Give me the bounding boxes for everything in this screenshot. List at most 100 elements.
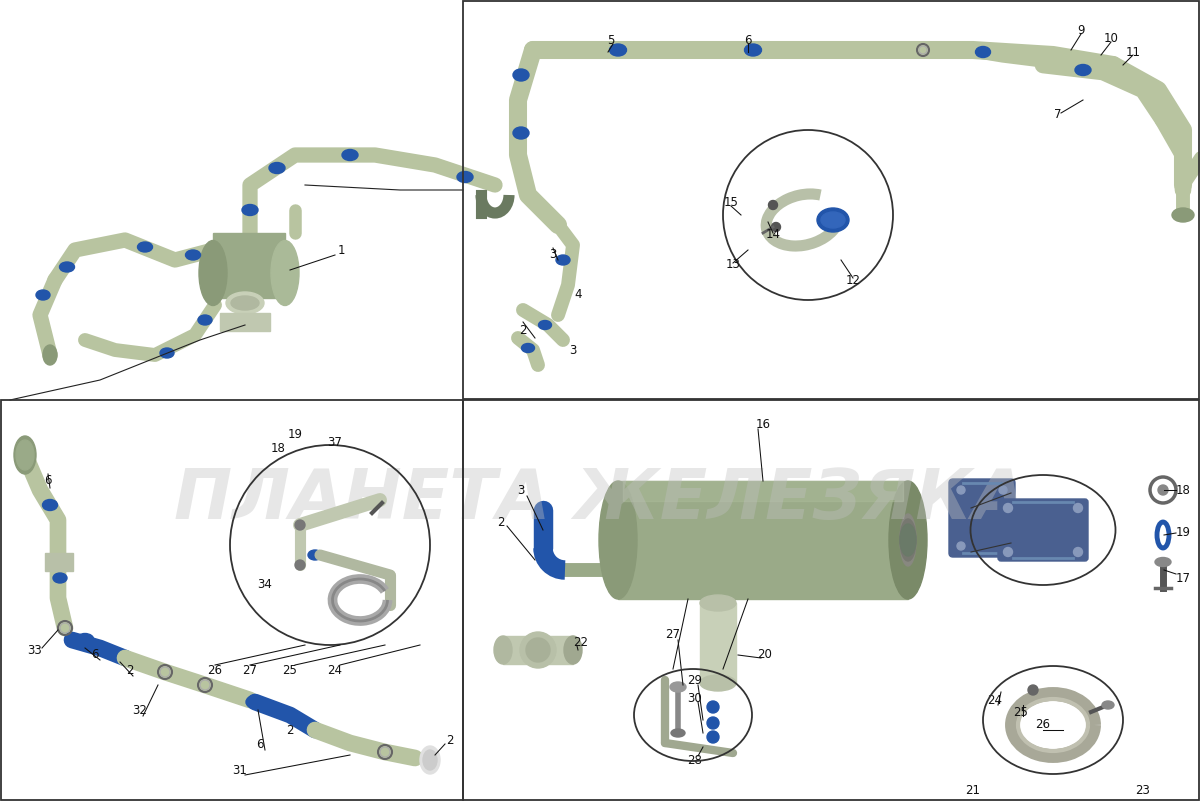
Ellipse shape (599, 481, 637, 599)
Text: 30: 30 (688, 691, 702, 704)
Bar (214, 233, 286, 298)
Ellipse shape (671, 729, 685, 737)
Circle shape (1074, 504, 1082, 512)
Text: 31: 31 (233, 764, 247, 776)
Bar (1, 400, 463, 800)
Ellipse shape (138, 242, 152, 252)
Ellipse shape (522, 343, 534, 353)
Ellipse shape (424, 750, 437, 770)
Text: 19: 19 (1176, 525, 1190, 538)
Text: 27: 27 (666, 629, 680, 642)
Circle shape (1074, 548, 1082, 557)
Circle shape (958, 486, 965, 494)
Text: 6: 6 (744, 34, 751, 47)
Text: 17: 17 (1176, 572, 1190, 585)
Ellipse shape (242, 205, 258, 216)
Text: 2: 2 (126, 663, 133, 677)
Ellipse shape (53, 573, 67, 583)
Bar (503, 636, 574, 664)
Ellipse shape (308, 550, 322, 560)
FancyBboxPatch shape (998, 499, 1088, 561)
FancyBboxPatch shape (949, 479, 1015, 557)
Text: 7: 7 (1055, 108, 1062, 121)
Ellipse shape (230, 296, 259, 310)
Circle shape (526, 638, 550, 662)
Ellipse shape (821, 212, 845, 228)
Ellipse shape (226, 292, 264, 314)
Ellipse shape (36, 290, 50, 300)
Ellipse shape (271, 241, 299, 306)
Ellipse shape (900, 514, 916, 566)
Text: 4: 4 (575, 289, 582, 302)
Circle shape (707, 717, 719, 729)
Text: 2: 2 (287, 723, 294, 736)
Circle shape (707, 701, 719, 713)
Bar (220, 313, 270, 331)
Ellipse shape (564, 636, 582, 664)
Text: 2: 2 (520, 323, 527, 337)
Text: 6: 6 (44, 473, 52, 487)
Text: 26: 26 (1036, 719, 1050, 731)
Circle shape (768, 200, 778, 209)
Text: 18: 18 (1176, 484, 1190, 496)
Ellipse shape (900, 519, 916, 561)
Text: 12: 12 (846, 273, 860, 286)
Ellipse shape (76, 634, 94, 646)
Circle shape (295, 560, 305, 570)
Text: 2: 2 (497, 516, 505, 529)
Ellipse shape (610, 44, 626, 56)
Bar (463, 1, 1199, 399)
Ellipse shape (42, 500, 58, 511)
Text: ПЛАНЕТА ЖЕЛЕЗЯКА: ПЛАНЕТА ЖЕЛЕЗЯКА (174, 467, 1026, 533)
Text: 6: 6 (91, 649, 98, 662)
Ellipse shape (269, 163, 286, 173)
Text: 3: 3 (550, 249, 557, 261)
Ellipse shape (60, 262, 74, 272)
Text: 33: 33 (28, 643, 42, 657)
Ellipse shape (817, 208, 850, 232)
Ellipse shape (14, 436, 36, 474)
Bar (463, 400, 1199, 800)
Text: 34: 34 (258, 578, 272, 592)
Text: 20: 20 (757, 649, 773, 662)
Circle shape (998, 486, 1007, 494)
Circle shape (707, 731, 719, 743)
Ellipse shape (494, 636, 512, 664)
Text: 2: 2 (446, 734, 454, 747)
Text: 5: 5 (607, 34, 614, 47)
Ellipse shape (514, 69, 529, 81)
Ellipse shape (900, 524, 916, 556)
Text: 24: 24 (328, 663, 342, 677)
Text: 16: 16 (756, 419, 770, 431)
Ellipse shape (199, 241, 227, 306)
Circle shape (1003, 504, 1013, 512)
Ellipse shape (1154, 557, 1171, 566)
Circle shape (998, 542, 1007, 550)
Ellipse shape (889, 481, 928, 599)
Ellipse shape (43, 345, 58, 365)
Text: 18: 18 (270, 441, 286, 455)
Text: 23: 23 (1135, 784, 1151, 796)
Ellipse shape (744, 44, 762, 56)
Ellipse shape (457, 172, 473, 183)
Ellipse shape (700, 595, 736, 611)
Ellipse shape (1172, 208, 1194, 222)
Text: 10: 10 (1104, 31, 1118, 44)
Text: 15: 15 (724, 196, 738, 209)
Ellipse shape (1102, 701, 1114, 709)
Text: 29: 29 (688, 674, 702, 687)
Text: 25: 25 (282, 663, 298, 677)
Text: 28: 28 (688, 754, 702, 767)
Text: 24: 24 (988, 694, 1002, 707)
Bar (623, 481, 904, 501)
Ellipse shape (246, 695, 264, 708)
Ellipse shape (539, 321, 552, 330)
Ellipse shape (160, 348, 174, 358)
Circle shape (772, 222, 780, 232)
Text: 3: 3 (517, 484, 524, 496)
Text: 13: 13 (726, 258, 740, 272)
Ellipse shape (670, 682, 686, 692)
Circle shape (520, 632, 556, 668)
Circle shape (958, 542, 965, 550)
Ellipse shape (198, 315, 212, 325)
